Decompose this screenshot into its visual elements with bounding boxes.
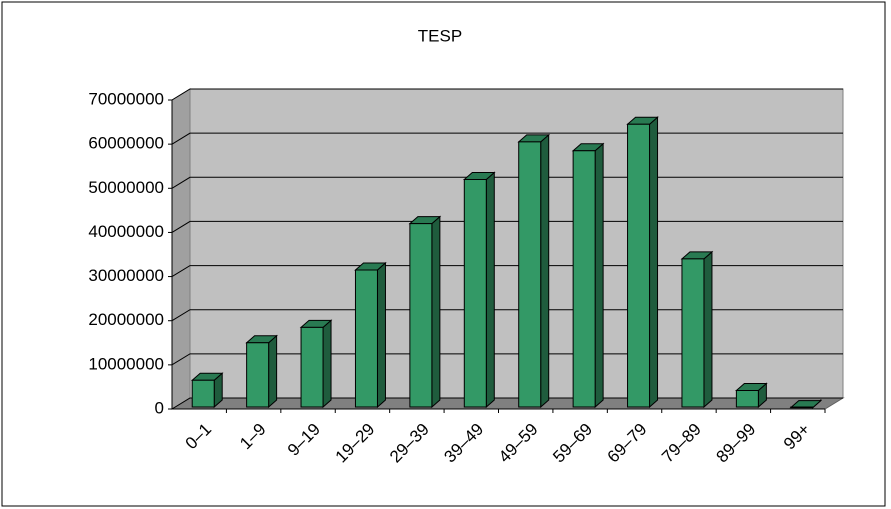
y-tick-label: 10000000	[88, 354, 164, 373]
bar-side	[268, 334, 278, 409]
bar-front	[518, 141, 542, 408]
grid-line	[171, 353, 843, 366]
bar-side	[649, 116, 659, 409]
back-wall	[189, 88, 844, 399]
bar-front	[572, 150, 596, 408]
y-tick-label: 20000000	[88, 310, 164, 329]
side-wall	[171, 88, 191, 410]
bar	[517, 133, 551, 409]
bar-front	[790, 406, 814, 409]
bar-side	[485, 171, 495, 409]
bar-side	[703, 250, 713, 409]
bar-front	[246, 342, 270, 408]
grid-line	[171, 132, 843, 145]
bar-front	[300, 326, 324, 408]
chart-title: TESP	[418, 26, 462, 45]
grid-line	[171, 397, 843, 410]
bar-front	[735, 389, 759, 408]
grid-line	[171, 176, 843, 189]
bar-front	[354, 269, 378, 408]
bar	[626, 116, 659, 409]
bar-front	[191, 379, 215, 408]
bar	[408, 215, 442, 409]
bar	[571, 142, 605, 409]
y-tick-label: 40000000	[88, 222, 164, 241]
bar	[245, 334, 278, 409]
bar	[354, 261, 387, 409]
y-tick-label: 70000000	[88, 89, 164, 108]
bar-side	[322, 319, 332, 409]
y-tick-label: 0	[155, 398, 164, 417]
grid-line	[171, 265, 843, 277]
bar-side	[376, 261, 386, 409]
bar-side	[540, 133, 550, 409]
y-tick-label: 50000000	[88, 178, 164, 197]
bar-front	[409, 223, 433, 408]
y-tick-label: 60000000	[88, 134, 164, 153]
bar	[789, 398, 823, 409]
bar-front	[681, 258, 705, 408]
bar	[735, 382, 768, 409]
bar-front	[463, 178, 487, 408]
bar	[190, 372, 224, 409]
bar-side	[431, 215, 441, 409]
bar-front	[627, 123, 651, 408]
grid-line	[171, 309, 843, 322]
bar	[680, 250, 714, 409]
bar	[462, 171, 496, 409]
grid-line	[171, 220, 843, 233]
bar	[299, 319, 333, 409]
bar-side	[594, 142, 604, 409]
grid-line	[171, 88, 843, 101]
y-tick-label: 30000000	[88, 266, 164, 285]
